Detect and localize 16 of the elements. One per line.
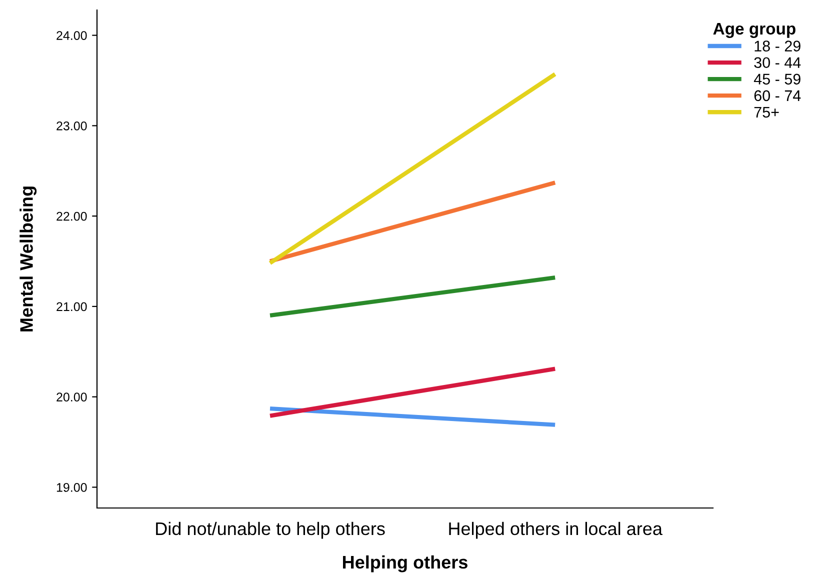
legend-label: 60 - 74 [754,90,801,102]
legend-label: 18 - 29 [754,40,800,52]
x-tick-label: Helped others in local area [449,522,662,539]
legend-title: Age group [713,22,796,38]
x-axis-title: Helping others [343,555,468,572]
legend-label: 75+ [754,106,779,118]
y-tick-label: 21.00 [56,302,87,312]
y-axis-title: Mental Wellbeing [20,186,37,332]
y-tick-label: 24.00 [56,31,87,40]
x-tick-label: Did not/unable to help others [156,522,385,539]
y-tick-label: 22.00 [56,212,87,221]
y-tick-label: 23.00 [56,121,87,130]
legend-label: 45 - 59 [754,74,800,85]
y-tick-label: 19.00 [56,483,87,492]
y-tick-label: 20.00 [56,392,87,402]
legend-label: 30 - 44 [754,57,801,68]
